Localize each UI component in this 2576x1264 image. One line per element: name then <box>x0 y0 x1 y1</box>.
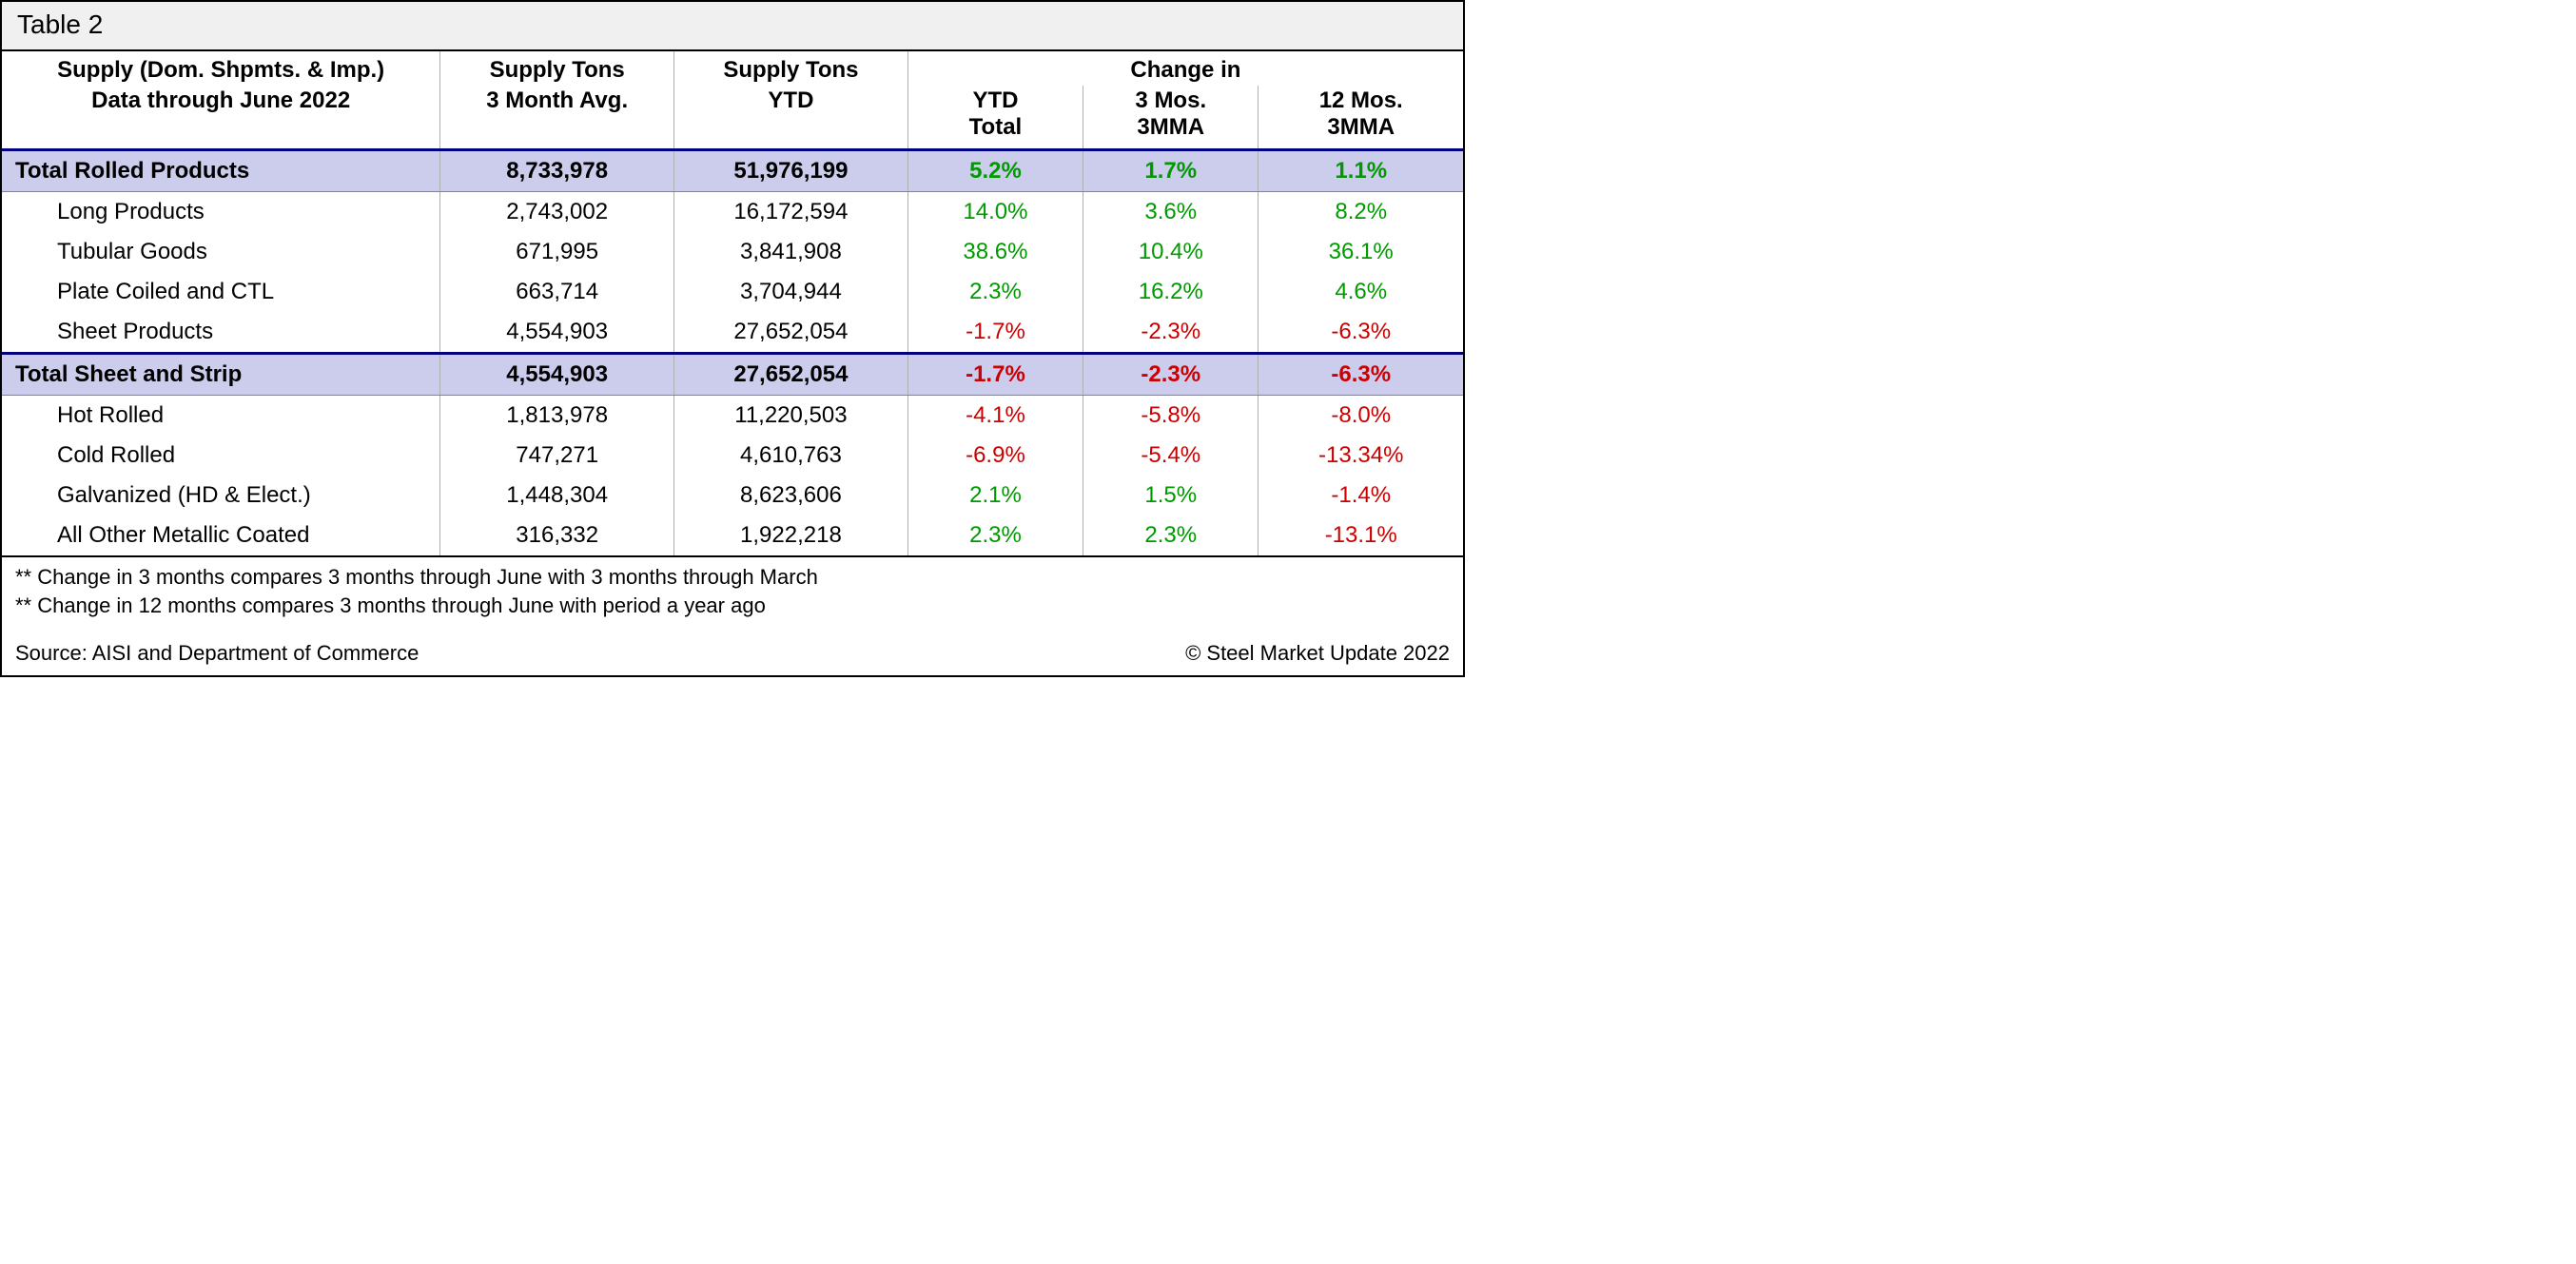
col-header-supply-ytd-l2: YTD <box>674 86 908 150</box>
table-cell: 1.1% <box>1259 150 1463 192</box>
table-cell: 36.1% <box>1259 232 1463 272</box>
table-cell: 1,813,978 <box>440 396 674 437</box>
table-cell: -2.3% <box>1083 312 1259 354</box>
table-cell: Total Sheet and Strip <box>2 354 440 396</box>
table-cell: -4.1% <box>907 396 1083 437</box>
table-cell: Total Rolled Products <box>2 150 440 192</box>
supply-table-container: STEEL MARKET UPDATE part of the CRU Grou… <box>0 0 1465 677</box>
table-cell: 27,652,054 <box>674 354 908 396</box>
col-header-12mo-3mma: 12 Mos.3MMA <box>1259 86 1463 150</box>
table-row: Galvanized (HD & Elect.)1,448,3048,623,6… <box>2 476 1463 515</box>
table-row: Total Sheet and Strip4,554,90327,652,054… <box>2 354 1463 396</box>
table-cell: Cold Rolled <box>2 436 440 476</box>
table-cell: 27,652,054 <box>674 312 908 354</box>
supply-table: Supply (Dom. Shpmts. & Imp.) Supply Tons… <box>2 49 1463 675</box>
table-cell: -1.7% <box>907 354 1083 396</box>
table-cell: 3,841,908 <box>674 232 908 272</box>
footnote-1: ** Change in 3 months compares 3 months … <box>2 556 1463 593</box>
table-cell: Tubular Goods <box>2 232 440 272</box>
table-row: Long Products2,743,00216,172,59414.0%3.6… <box>2 192 1463 233</box>
table-cell: 1.7% <box>1083 150 1259 192</box>
table-cell: -6.3% <box>1259 312 1463 354</box>
table-cell: Plate Coiled and CTL <box>2 272 440 312</box>
table-cell: 8,623,606 <box>674 476 908 515</box>
table-cell: 3.6% <box>1083 192 1259 233</box>
table-cell: Long Products <box>2 192 440 233</box>
source-text: Source: AISI and Department of Commerce <box>2 632 907 675</box>
table-cell: 11,220,503 <box>674 396 908 437</box>
col-header-3mo-3mma: 3 Mos.3MMA <box>1083 86 1259 150</box>
table-cell: 2.3% <box>1083 515 1259 556</box>
table-cell: 3,704,944 <box>674 272 908 312</box>
table-cell: -1.7% <box>907 312 1083 354</box>
table-cell: Galvanized (HD & Elect.) <box>2 476 440 515</box>
table-row: Plate Coiled and CTL663,7143,704,9442.3%… <box>2 272 1463 312</box>
col-header-ytd-total: YTDTotal <box>907 86 1083 150</box>
table-row: Sheet Products4,554,90327,652,054-1.7%-2… <box>2 312 1463 354</box>
footnote-2: ** Change in 12 months compares 3 months… <box>2 593 1463 632</box>
table-cell: 747,271 <box>440 436 674 476</box>
col-header-supply-3mo-l1: Supply Tons <box>440 50 674 86</box>
table-cell: 2,743,002 <box>440 192 674 233</box>
table-cell: -2.3% <box>1083 354 1259 396</box>
table-cell: 10.4% <box>1083 232 1259 272</box>
table-row: Cold Rolled747,2714,610,763-6.9%-5.4%-13… <box>2 436 1463 476</box>
table-cell: 663,714 <box>440 272 674 312</box>
table-cell: 4,610,763 <box>674 436 908 476</box>
table-body: Total Rolled Products8,733,97851,976,199… <box>2 150 1463 557</box>
table-cell: -13.34% <box>1259 436 1463 476</box>
table-number-label: Table 2 <box>2 2 1463 49</box>
table-cell: -5.8% <box>1083 396 1259 437</box>
table-cell: 4,554,903 <box>440 312 674 354</box>
table-cell: 5.2% <box>907 150 1083 192</box>
col-header-supply-ytd-l1: Supply Tons <box>674 50 908 86</box>
table-cell: Sheet Products <box>2 312 440 354</box>
table-cell: -8.0% <box>1259 396 1463 437</box>
table-cell: 2.3% <box>907 272 1083 312</box>
col-header-change-group: Change in <box>907 50 1463 86</box>
table-row: Total Rolled Products8,733,97851,976,199… <box>2 150 1463 192</box>
table-subtitle: Data through June 2022 <box>2 86 440 150</box>
table-cell: 8,733,978 <box>440 150 674 192</box>
table-cell: -5.4% <box>1083 436 1259 476</box>
table-cell: 2.1% <box>907 476 1083 515</box>
table-cell: 14.0% <box>907 192 1083 233</box>
table-cell: -1.4% <box>1259 476 1463 515</box>
table-row: Tubular Goods671,9953,841,90838.6%10.4%3… <box>2 232 1463 272</box>
table-cell: 671,995 <box>440 232 674 272</box>
table-row: Hot Rolled1,813,97811,220,503-4.1%-5.8%-… <box>2 396 1463 437</box>
table-cell: 4,554,903 <box>440 354 674 396</box>
table-cell: 16,172,594 <box>674 192 908 233</box>
table-title: Supply (Dom. Shpmts. & Imp.) <box>2 50 440 86</box>
table-cell: 8.2% <box>1259 192 1463 233</box>
table-cell: 1,448,304 <box>440 476 674 515</box>
table-cell: 16.2% <box>1083 272 1259 312</box>
table-cell: 51,976,199 <box>674 150 908 192</box>
table-cell: -6.9% <box>907 436 1083 476</box>
table-cell: -6.3% <box>1259 354 1463 396</box>
table-cell: 38.6% <box>907 232 1083 272</box>
table-cell: All Other Metallic Coated <box>2 515 440 556</box>
table-cell: 2.3% <box>907 515 1083 556</box>
table-cell: 316,332 <box>440 515 674 556</box>
table-row: All Other Metallic Coated316,3321,922,21… <box>2 515 1463 556</box>
table-cell: Hot Rolled <box>2 396 440 437</box>
copyright-text: © Steel Market Update 2022 <box>907 632 1463 675</box>
table-cell: -13.1% <box>1259 515 1463 556</box>
col-header-supply-3mo-l2: 3 Month Avg. <box>440 86 674 150</box>
table-cell: 1,922,218 <box>674 515 908 556</box>
table-cell: 1.5% <box>1083 476 1259 515</box>
table-cell: 4.6% <box>1259 272 1463 312</box>
